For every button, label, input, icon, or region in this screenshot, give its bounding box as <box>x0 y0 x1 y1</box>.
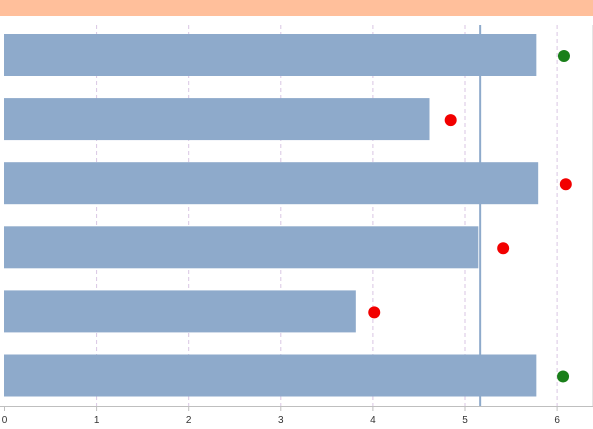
marker-point <box>444 114 457 127</box>
tick-label: 3 <box>278 415 284 426</box>
bar <box>4 226 479 269</box>
marker-point <box>368 306 381 319</box>
tick-label: 6 <box>554 415 560 426</box>
tick-label: 2 <box>186 415 192 426</box>
bars <box>4 34 539 397</box>
tick-label: 0 <box>2 415 8 426</box>
bar <box>4 98 430 141</box>
bar <box>4 162 539 205</box>
marker-point <box>557 50 570 62</box>
tick-label: 1 <box>94 415 100 426</box>
marker-point <box>559 178 572 191</box>
tick-label: 5 <box>462 415 468 426</box>
header-bar <box>0 0 593 16</box>
tick-label: 4 <box>370 415 376 426</box>
bar <box>4 34 537 76</box>
marker-point <box>497 242 510 255</box>
markers <box>368 50 572 383</box>
gridlines <box>96 25 558 406</box>
bar <box>4 290 356 333</box>
marker-point <box>557 370 570 383</box>
bar <box>4 354 537 397</box>
